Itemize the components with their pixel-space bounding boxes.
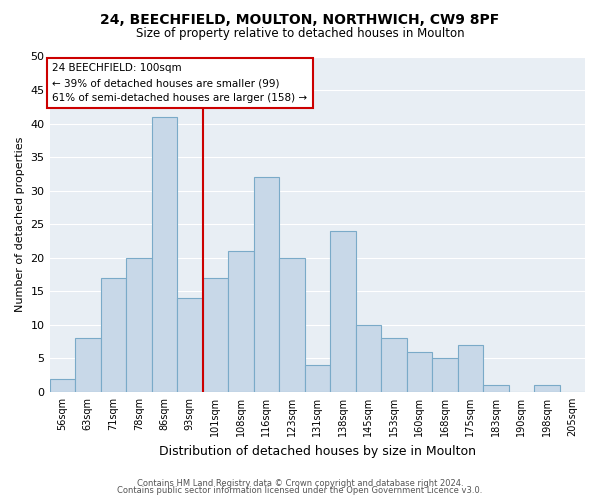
Bar bbox=[50, 378, 75, 392]
Bar bbox=[254, 178, 279, 392]
Bar bbox=[228, 251, 254, 392]
Bar bbox=[432, 358, 458, 392]
Bar bbox=[126, 258, 152, 392]
Bar bbox=[458, 345, 483, 392]
Bar bbox=[152, 117, 177, 392]
Text: Contains public sector information licensed under the Open Government Licence v3: Contains public sector information licen… bbox=[118, 486, 482, 495]
Bar bbox=[483, 385, 509, 392]
Bar bbox=[534, 385, 560, 392]
Bar bbox=[75, 338, 101, 392]
Bar bbox=[381, 338, 407, 392]
Bar bbox=[330, 231, 356, 392]
Y-axis label: Number of detached properties: Number of detached properties bbox=[15, 136, 25, 312]
Text: Contains HM Land Registry data © Crown copyright and database right 2024.: Contains HM Land Registry data © Crown c… bbox=[137, 478, 463, 488]
Bar bbox=[407, 352, 432, 392]
Bar bbox=[279, 258, 305, 392]
Bar bbox=[356, 325, 381, 392]
Bar bbox=[177, 298, 203, 392]
Bar bbox=[203, 278, 228, 392]
Text: 24, BEECHFIELD, MOULTON, NORTHWICH, CW9 8PF: 24, BEECHFIELD, MOULTON, NORTHWICH, CW9 … bbox=[100, 12, 500, 26]
Bar bbox=[305, 365, 330, 392]
Text: 24 BEECHFIELD: 100sqm
← 39% of detached houses are smaller (99)
61% of semi-deta: 24 BEECHFIELD: 100sqm ← 39% of detached … bbox=[52, 63, 307, 103]
X-axis label: Distribution of detached houses by size in Moulton: Distribution of detached houses by size … bbox=[159, 444, 476, 458]
Bar bbox=[101, 278, 126, 392]
Text: Size of property relative to detached houses in Moulton: Size of property relative to detached ho… bbox=[136, 28, 464, 40]
